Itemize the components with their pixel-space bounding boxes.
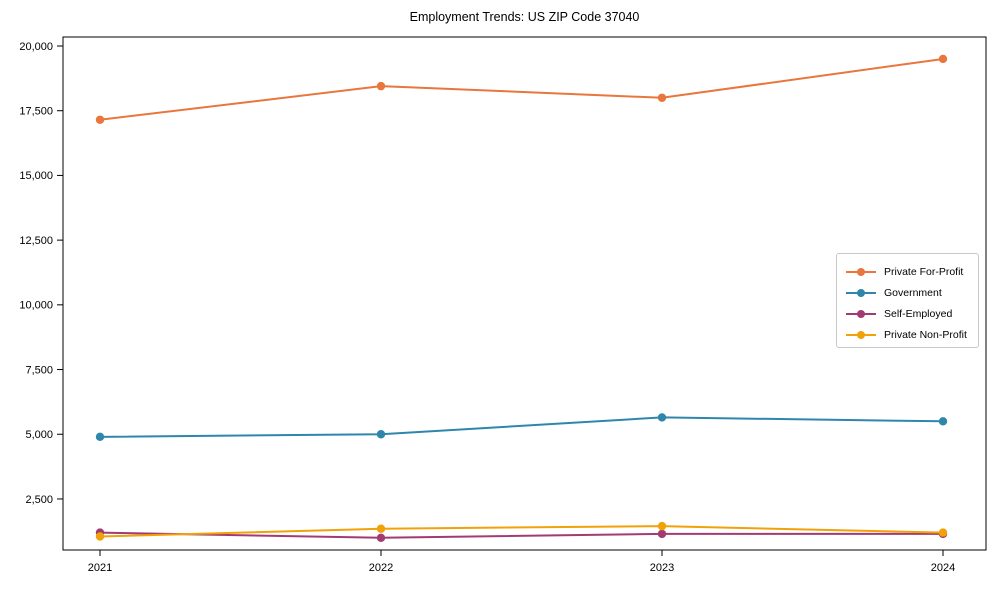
legend-item-self-employed: Self-Employed [846,303,978,324]
legend-dot-icon [857,288,865,297]
legend-label: Government [884,286,942,299]
legend-label: Private Non-Profit [884,328,967,341]
legend-line-marker-icon [846,309,876,318]
data-point-marker [95,532,105,541]
data-point-marker [376,81,386,91]
x-axis-tick-label: 2023 [650,562,674,574]
data-point-marker [657,413,667,422]
series-line [99,57,944,121]
data-point-marker [657,93,667,102]
legend-dot-icon [857,267,865,276]
legend-line-marker-icon [846,330,876,339]
legend-dot-icon [857,330,865,339]
legend: Private For-Profit Government Self-Employe… [836,253,979,348]
x-axis-tick-label: 2021 [88,562,112,574]
series-line [99,531,943,539]
legend-line-marker-icon [846,288,876,297]
legend-dot-icon [857,309,865,318]
data-point-marker [938,54,948,64]
series-line [99,525,944,538]
y-axis-tick-label: 10,000 [19,300,53,312]
y-axis-tick-label: 2,500 [25,494,53,506]
legend-item-private-non-profit: Private Non-Profit [846,324,978,345]
data-point-marker [95,432,105,442]
chart-title: Employment Trends: US ZIP Code 37040 [409,10,640,24]
y-axis-tick-label: 17,500 [19,106,53,118]
data-point-marker [376,533,386,542]
y-axis-tick-label: 15,000 [19,170,53,182]
plot-frame [62,36,987,551]
data-point-marker [657,529,667,539]
legend-item-private-for-profit: Private For-Profit [846,261,978,282]
series-line [99,416,944,438]
data-point-marker [938,528,948,537]
legend-item-government: Government [846,282,978,303]
y-axis-tick-label: 7,500 [25,364,53,376]
legend-label: Private For-Profit [884,265,964,278]
data-point-marker [938,417,948,426]
legend-line-marker-icon [846,267,876,276]
y-axis-tick-label: 20,000 [19,41,53,53]
data-point-marker [376,524,386,533]
y-axis-tick-label: 12,500 [19,235,53,247]
x-axis-tick-label: 2022 [369,562,393,574]
x-axis-tick-label: 2024 [931,562,955,574]
y-axis-tick-label: 5,000 [25,429,53,441]
data-point-marker [657,521,667,531]
legend-label: Self-Employed [884,307,953,320]
data-point-marker [95,115,105,124]
data-point-marker [376,430,386,439]
